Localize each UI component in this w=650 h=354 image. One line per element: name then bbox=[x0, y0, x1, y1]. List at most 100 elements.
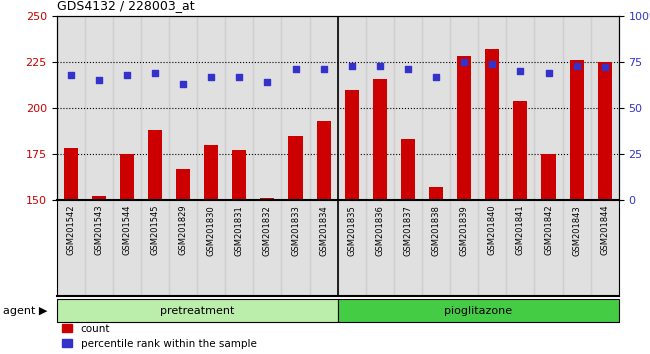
Point bbox=[262, 79, 272, 85]
Text: GSM201841: GSM201841 bbox=[516, 205, 525, 256]
Text: agent ▶: agent ▶ bbox=[3, 306, 47, 316]
Bar bbox=[401, 139, 415, 200]
Bar bbox=[169, 16, 197, 200]
Text: GSM201840: GSM201840 bbox=[488, 205, 497, 256]
Bar bbox=[569, 60, 584, 200]
Bar bbox=[373, 79, 387, 200]
Bar bbox=[84, 200, 113, 296]
Bar bbox=[344, 90, 359, 200]
Bar bbox=[232, 150, 246, 200]
Bar bbox=[563, 16, 591, 200]
Bar bbox=[113, 200, 141, 296]
Bar bbox=[394, 16, 422, 200]
Text: GSM201839: GSM201839 bbox=[460, 205, 469, 256]
Bar bbox=[64, 148, 77, 200]
Bar bbox=[169, 200, 197, 296]
Bar bbox=[366, 16, 394, 200]
Bar bbox=[84, 16, 113, 200]
Text: GSM201837: GSM201837 bbox=[404, 205, 413, 256]
Legend: count, percentile rank within the sample: count, percentile rank within the sample bbox=[62, 324, 256, 349]
Text: GSM201843: GSM201843 bbox=[572, 205, 581, 256]
Bar bbox=[254, 16, 281, 200]
Bar bbox=[591, 16, 619, 200]
Text: GSM201545: GSM201545 bbox=[150, 205, 159, 255]
Point bbox=[374, 63, 385, 68]
Text: GSM201844: GSM201844 bbox=[600, 205, 609, 256]
Point bbox=[431, 74, 441, 80]
Point bbox=[122, 72, 132, 78]
Bar bbox=[57, 16, 84, 200]
Bar bbox=[366, 200, 394, 296]
Bar bbox=[598, 62, 612, 200]
Bar bbox=[394, 200, 422, 296]
Bar bbox=[457, 56, 471, 200]
Bar bbox=[478, 16, 506, 200]
Bar bbox=[141, 16, 169, 200]
Bar bbox=[450, 16, 478, 200]
Point bbox=[150, 70, 160, 76]
Bar bbox=[591, 200, 619, 296]
Text: pioglitazone: pioglitazone bbox=[444, 306, 512, 316]
Point bbox=[291, 67, 301, 72]
Bar bbox=[309, 16, 338, 200]
Bar bbox=[338, 16, 366, 200]
Bar bbox=[486, 49, 499, 200]
Bar bbox=[338, 299, 619, 322]
Bar bbox=[429, 187, 443, 200]
Bar bbox=[226, 16, 254, 200]
Text: GSM201542: GSM201542 bbox=[66, 205, 75, 255]
Text: GSM201833: GSM201833 bbox=[291, 205, 300, 256]
Bar bbox=[309, 200, 338, 296]
Bar bbox=[197, 16, 226, 200]
Bar bbox=[120, 154, 134, 200]
Bar bbox=[506, 16, 534, 200]
Bar bbox=[92, 196, 106, 200]
Bar bbox=[141, 200, 169, 296]
Text: GSM201834: GSM201834 bbox=[319, 205, 328, 256]
Point bbox=[318, 67, 329, 72]
Bar bbox=[422, 200, 450, 296]
Point bbox=[599, 65, 610, 70]
Text: GSM201832: GSM201832 bbox=[263, 205, 272, 256]
Point bbox=[571, 63, 582, 68]
Point bbox=[487, 61, 497, 67]
Bar bbox=[57, 200, 84, 296]
Point bbox=[346, 63, 357, 68]
Text: GSM201831: GSM201831 bbox=[235, 205, 244, 256]
Text: GDS4132 / 228003_at: GDS4132 / 228003_at bbox=[57, 0, 194, 12]
Bar bbox=[57, 299, 338, 322]
Bar bbox=[534, 200, 562, 296]
Bar bbox=[317, 121, 331, 200]
Point bbox=[403, 67, 413, 72]
Point bbox=[543, 70, 554, 76]
Bar bbox=[478, 200, 506, 296]
Text: GSM201544: GSM201544 bbox=[122, 205, 131, 255]
Text: GSM201838: GSM201838 bbox=[432, 205, 441, 256]
Point bbox=[515, 68, 526, 74]
Bar bbox=[563, 200, 591, 296]
Text: GSM201842: GSM201842 bbox=[544, 205, 553, 256]
Bar bbox=[197, 200, 226, 296]
Point bbox=[459, 59, 469, 65]
Text: GSM201829: GSM201829 bbox=[179, 205, 188, 256]
Bar bbox=[281, 16, 309, 200]
Bar bbox=[281, 200, 309, 296]
Bar bbox=[176, 169, 190, 200]
Point bbox=[234, 74, 244, 80]
Bar bbox=[204, 145, 218, 200]
Text: GSM201830: GSM201830 bbox=[207, 205, 216, 256]
Text: pretreatment: pretreatment bbox=[160, 306, 234, 316]
Point bbox=[94, 78, 104, 83]
Bar bbox=[534, 16, 562, 200]
Bar bbox=[254, 200, 281, 296]
Bar bbox=[506, 200, 534, 296]
Text: GSM201543: GSM201543 bbox=[94, 205, 103, 256]
Bar bbox=[541, 154, 556, 200]
Bar bbox=[450, 200, 478, 296]
Bar bbox=[113, 16, 141, 200]
Bar bbox=[148, 130, 162, 200]
Point bbox=[178, 81, 188, 87]
Bar bbox=[226, 200, 254, 296]
Point bbox=[66, 72, 76, 78]
Bar bbox=[422, 16, 450, 200]
